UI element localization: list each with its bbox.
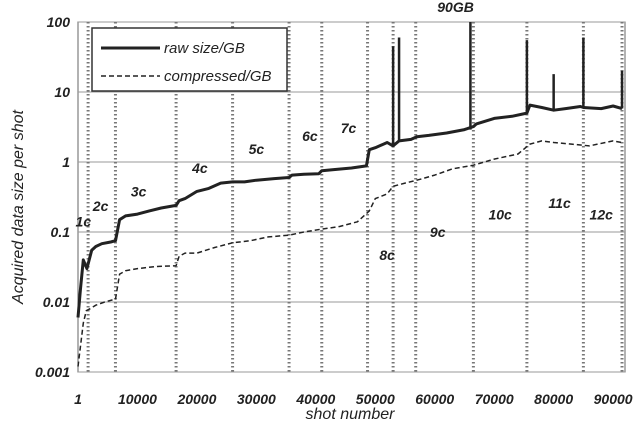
x-tick-label: 40000	[295, 391, 335, 407]
campaign-label: 6c	[302, 128, 318, 144]
y-tick-label: 0.001	[35, 364, 70, 380]
campaign-label: 2c	[92, 198, 109, 214]
x-tick-label: 30000	[237, 391, 276, 407]
legend-box	[91, 27, 288, 92]
y-tick-label: 0.01	[43, 294, 70, 310]
x-tick-label: 10000	[118, 391, 157, 407]
y-tick-label: 0.1	[51, 224, 71, 240]
campaign-label: 5c	[249, 141, 265, 157]
legend-label-raw: raw size/GB	[164, 40, 245, 57]
campaign-label: 8c	[379, 247, 395, 263]
x-tick-label: 70000	[475, 391, 514, 407]
grid	[77, 21, 626, 373]
x-axis-title: shot number	[306, 406, 396, 423]
x-tick-label: 80000	[534, 391, 573, 407]
x-tick-label: 20000	[176, 391, 216, 407]
x-tick-label: 60000	[415, 391, 454, 407]
x-tick-label: 50000	[356, 391, 395, 407]
campaign-label: 12c	[590, 207, 614, 223]
x-tick-label: 90000	[594, 391, 633, 407]
y-axis-title: Acquired data size per shot	[10, 110, 27, 305]
series	[76, 22, 624, 367]
campaign-label: 4c	[191, 160, 208, 176]
compressed-line	[77, 140, 623, 367]
campaign-label: 90GB	[437, 0, 474, 15]
raw-size-line	[76, 103, 623, 318]
campaign-label: 3c	[131, 184, 147, 200]
legend: raw size/GB compressed/GB	[91, 27, 288, 92]
campaign-label: 7c	[341, 120, 357, 136]
ticks: 0.001 0.01 0.1 1 10 100 1 10000 20000 30000 40000 5…	[35, 14, 633, 407]
legend-label-compressed: compressed/GB	[164, 68, 272, 85]
campaign-label: 9c	[430, 224, 446, 240]
campaign-label: 1c	[76, 213, 92, 229]
campaign-label: 10c	[488, 207, 512, 223]
campaign-label: 11c	[548, 195, 571, 211]
y-tick-label: 10	[54, 84, 70, 100]
y-tick-label: 100	[47, 14, 71, 30]
x-tick-label: 1	[74, 391, 82, 407]
y-tick-label: 1	[62, 154, 70, 170]
